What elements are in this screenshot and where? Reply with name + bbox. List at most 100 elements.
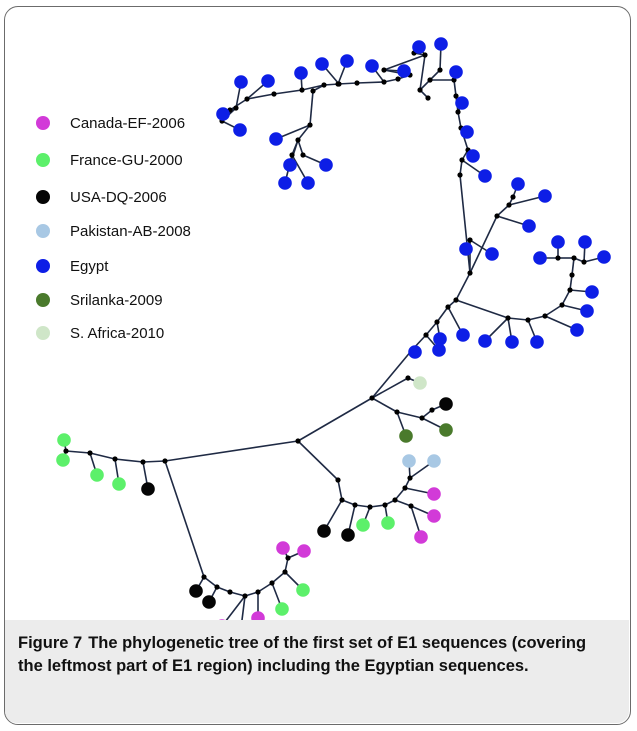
tree-node (233, 105, 239, 111)
tree-node (405, 375, 411, 381)
leaf-canada-ef-2006 (427, 487, 441, 501)
tree-node (434, 319, 440, 325)
tree-branch (246, 93, 275, 100)
legend-item-france: France-GU-2000 (36, 149, 183, 171)
tree-node (417, 87, 423, 93)
tree-node (339, 497, 345, 503)
tree-branch (371, 377, 409, 399)
tree-branch (371, 397, 398, 413)
tree-leaves (56, 37, 611, 635)
tree-branch (271, 571, 286, 584)
figure-caption: Figure 7 The phylogenetic tree of the fir… (18, 632, 608, 678)
tree-branch (527, 315, 546, 321)
leaf-egypt (434, 37, 448, 51)
tree-branch (356, 81, 385, 84)
tree-node (555, 255, 561, 261)
tree-node (394, 409, 400, 415)
leaf-egypt (551, 235, 565, 249)
tree-branch (164, 460, 205, 578)
legend-swatch (36, 259, 50, 273)
leaf-egypt (269, 132, 283, 146)
tree-branch (229, 98, 248, 111)
legend-swatch (36, 293, 50, 307)
tree-node (395, 76, 401, 82)
tree-branch (65, 450, 91, 454)
tree-node (255, 589, 261, 595)
tree-node (425, 95, 431, 101)
leaf-usa-dq-2006 (202, 595, 216, 609)
leaf-egypt (456, 328, 470, 342)
leaf-france-gu-2000 (275, 602, 289, 616)
tree-node (429, 407, 435, 413)
tree-branch (455, 299, 509, 319)
leaf-egypt (522, 219, 536, 233)
leaf-egypt (408, 345, 422, 359)
tree-node (285, 555, 291, 561)
leaf-egypt (283, 158, 297, 172)
tree-node (382, 502, 388, 508)
caption-figure-label: Figure 7 (18, 634, 83, 652)
tree-branch (297, 124, 311, 141)
legend-swatch (36, 153, 50, 167)
tree-node (407, 475, 413, 481)
tree-branch (383, 54, 426, 71)
leaf-egypt (365, 59, 379, 73)
tree-branch (297, 397, 373, 442)
leaf-france-gu-2000 (57, 433, 71, 447)
leaf-france-gu-2000 (112, 477, 126, 491)
leaf-usa-dq-2006 (317, 524, 331, 538)
tree-node (408, 503, 414, 509)
leaf-egypt (459, 242, 473, 256)
tree-branch (396, 411, 423, 419)
legend-label: S. Africa-2010 (70, 324, 165, 342)
tree-node (269, 580, 275, 586)
legend-label: USA-DQ-2006 (70, 188, 167, 206)
legend-swatch (36, 116, 50, 130)
leaf-egypt (449, 65, 463, 79)
legend-label: Canada-EF-2006 (70, 114, 186, 132)
tree-branch (436, 306, 449, 323)
leaf-egypt (315, 57, 329, 71)
leaf-egypt (234, 75, 248, 89)
tree-branch (301, 84, 325, 91)
leaf-france-gu-2000 (296, 583, 310, 597)
tree-node (242, 593, 248, 599)
leaf-srilanka-2009 (399, 429, 413, 443)
leaf-canada-ef-2006 (414, 530, 428, 544)
tree-branch (297, 440, 339, 481)
leaf-egypt (478, 169, 492, 183)
tree-node (459, 157, 465, 163)
tree-branch (394, 487, 406, 501)
leaf-egypt (597, 250, 611, 264)
leaf-egypt (505, 335, 519, 349)
tree-node (321, 82, 327, 88)
tree-node (467, 237, 473, 243)
leaf-france-gu-2000 (56, 453, 70, 467)
tree-node (307, 122, 313, 128)
tree-branch (257, 582, 273, 593)
legend-item-pakistan: Pakistan-AB-2008 (36, 220, 191, 242)
leaf-egypt (397, 64, 411, 78)
tree-node (244, 96, 250, 102)
leaf-egypt (455, 96, 469, 110)
tree-node (505, 315, 511, 321)
leaf-egypt (578, 235, 592, 249)
leaf-egypt (278, 176, 292, 190)
tree-node (506, 202, 512, 208)
tree-branch (309, 90, 314, 126)
tree-node (569, 272, 575, 278)
legend-item-usa: USA-DQ-2006 (36, 186, 167, 208)
leaf-egypt (433, 332, 447, 346)
tree-node (367, 504, 373, 510)
leaf-egypt (340, 54, 354, 68)
legend-item-canada: Canada-EF-2006 (36, 112, 185, 134)
caption-background (5, 620, 629, 723)
tree-node (453, 93, 459, 99)
legend-item-egypt: Egypt (36, 255, 108, 277)
tree-node (227, 589, 233, 595)
tree-node (112, 456, 118, 462)
leaf-usa-dq-2006 (439, 397, 453, 411)
tree-node (63, 448, 69, 454)
leaf-canada-ef-2006 (297, 544, 311, 558)
tree-branch (371, 349, 413, 399)
